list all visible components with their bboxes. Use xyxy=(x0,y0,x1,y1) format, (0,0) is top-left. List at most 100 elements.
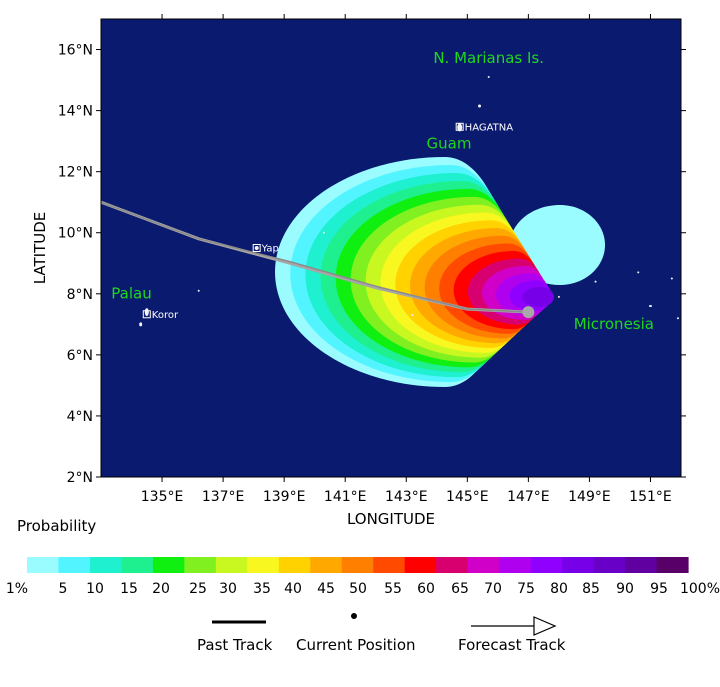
y-axis-label: LATITUDE xyxy=(31,212,49,285)
colorbar-swatch xyxy=(152,557,185,573)
island xyxy=(411,314,414,317)
island xyxy=(648,305,652,308)
island xyxy=(254,246,259,250)
colorbar-swatch xyxy=(373,557,406,573)
region-label: Guam xyxy=(427,135,472,153)
probability-contour xyxy=(522,287,554,307)
city-label: Koror xyxy=(152,310,179,321)
x-tick-label: 147°E xyxy=(507,489,550,505)
x-tick-label: 141°E xyxy=(324,489,367,505)
y-tick-label: 8°N xyxy=(67,287,93,303)
x-tick-label: 135°E xyxy=(141,489,184,505)
island xyxy=(478,104,482,108)
y-tick-label: 14°N xyxy=(58,104,93,120)
island xyxy=(144,308,149,317)
colorbar-label: 90 xyxy=(616,581,634,597)
island xyxy=(139,322,143,327)
y-tick-label: 10°N xyxy=(58,226,93,242)
y-tick-label: 16°N xyxy=(58,43,93,59)
legend-symbols xyxy=(212,613,557,636)
region-label: N. Marianas Is. xyxy=(433,49,544,67)
colorbar-swatch xyxy=(436,557,469,573)
island xyxy=(487,76,490,79)
colorbar-label: 75 xyxy=(517,581,535,597)
colorbar-swatch xyxy=(625,557,658,573)
y-tick-label: 6°N xyxy=(67,348,93,364)
colorbar-swatch xyxy=(467,557,500,573)
x-tick-label: 137°E xyxy=(202,489,245,505)
island xyxy=(197,289,200,292)
colorbar-swatch xyxy=(341,557,374,573)
current-position-label: Current Position xyxy=(296,636,416,654)
x-tick-label: 139°E xyxy=(263,489,306,505)
region-label: Palau xyxy=(111,284,151,302)
colorbar-label: 65 xyxy=(451,581,469,597)
island xyxy=(322,231,325,234)
current-position-marker xyxy=(522,306,535,319)
map-labels: N. Marianas Is. Guam Palau Micronesia HAGATN… xyxy=(111,49,654,333)
colorbar-label: 50 xyxy=(349,581,367,597)
city-label: HAGATNA xyxy=(465,122,514,133)
y-tick-label: 2°N xyxy=(67,470,93,486)
colorbar-label: 80 xyxy=(550,581,568,597)
island xyxy=(676,317,679,320)
colorbar-swatch xyxy=(278,557,311,573)
y-tick-label: 12°N xyxy=(58,165,93,181)
past-track-label: Past Track xyxy=(197,636,273,654)
region-label: Micronesia xyxy=(574,315,654,333)
colorbar-label: 25 xyxy=(189,581,207,597)
colorbar-label: 15 xyxy=(120,581,138,597)
colorbar-label: 100% xyxy=(680,581,720,597)
colorbar-label: 55 xyxy=(384,581,402,597)
storm-tracks xyxy=(101,200,535,319)
colorbar-label: 35 xyxy=(253,581,271,597)
plot-frame xyxy=(100,18,682,478)
colorbar-label: 20 xyxy=(152,581,170,597)
colorbar-swatch xyxy=(247,557,280,573)
land-masses xyxy=(139,76,679,327)
colorbar-label: 60 xyxy=(417,581,435,597)
x-tick-label: 145°E xyxy=(446,489,489,505)
x-tick-label: 149°E xyxy=(568,489,611,505)
colorbar-swatch xyxy=(89,557,123,573)
city-label: Yap xyxy=(261,244,279,255)
city-marker-icon xyxy=(455,122,464,131)
colorbar-swatch xyxy=(562,557,595,573)
probability-title: Probability xyxy=(17,517,97,535)
x-tick-label: 143°E xyxy=(385,489,428,505)
colorbar-swatch xyxy=(310,557,343,573)
colorbar-swatch xyxy=(184,557,217,573)
colorbar-swatch xyxy=(121,557,154,573)
colorbar-swatch xyxy=(530,557,563,573)
colorbar-swatch xyxy=(656,557,689,573)
x-tick-label: 151°E xyxy=(629,489,672,505)
colorbar-label: 85 xyxy=(582,581,600,597)
island xyxy=(637,271,640,274)
colorbar-label: 30 xyxy=(219,581,237,597)
island xyxy=(557,295,560,298)
colorbar-label: 95 xyxy=(650,581,668,597)
colorbar-swatch xyxy=(593,557,626,573)
island xyxy=(670,277,673,280)
x-axis-label: LONGITUDE xyxy=(347,510,435,528)
colorbar-label: 40 xyxy=(284,581,302,597)
probability-contours xyxy=(275,157,605,387)
probability-colorbar: 1% 5 10 15 20 25 30 35 40 45 50 55 60 65 70 75 80 85 90 95 1… xyxy=(6,557,720,597)
colorbar-swatch xyxy=(499,557,532,573)
axes: 135°E 137°E 139°E 141°E 143°E 145°E 147°E 149°E… xyxy=(58,14,686,505)
colorbar-label: 70 xyxy=(484,581,502,597)
colorbar-swatch xyxy=(58,557,91,573)
colorbar-label: 10 xyxy=(86,581,104,597)
island xyxy=(594,280,597,283)
colorbar-label: 5 xyxy=(59,581,68,597)
colorbar-swatch xyxy=(27,557,60,573)
y-tick-label: 4°N xyxy=(67,409,93,425)
forecast-track-label: Forecast Track xyxy=(458,636,566,654)
map-plot-area: N. Marianas Is. Guam Palau Micronesia HAGATN… xyxy=(100,18,682,478)
island xyxy=(457,123,463,132)
colorbar-label: 1% xyxy=(6,581,28,597)
city-marker-icon xyxy=(142,310,151,319)
past-track-line xyxy=(101,201,529,313)
current-position-symbol xyxy=(351,613,357,619)
